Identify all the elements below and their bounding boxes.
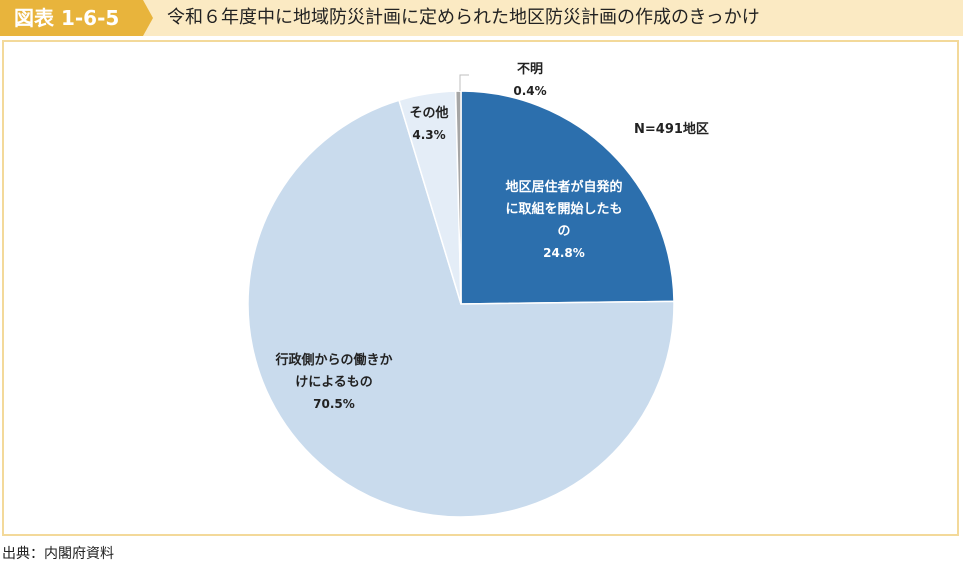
slice-label-self-initiated: に取組を開始したも — [505, 201, 622, 217]
figure-number: 図表 1-6-5 — [0, 0, 143, 36]
slice-label-self-initiated: 地区居住者が自発的 — [505, 179, 622, 195]
pie-slice-unknown — [454, 90, 462, 305]
figure-tag-notch — [143, 0, 153, 36]
slice-value-self-initiated: 24.8% — [543, 246, 585, 260]
chart-title: 令和６年度中に地域防災計画に定められた地区防災計画の作成のきっかけ — [167, 7, 760, 28]
pie-slice-government-prompted — [247, 99, 675, 518]
leader-line-unknown — [459, 74, 469, 91]
pie-slice-self-initiated — [460, 90, 675, 305]
slice-value-government-prompted: 70.5% — [313, 397, 355, 411]
slice-label-government-prompted: けによるもの — [295, 375, 373, 390]
slice-value-other: 4.3% — [412, 128, 445, 142]
source-note: 出典：内閣府資料 — [2, 546, 114, 562]
chart-frame: 地区居住者が自発的 に取組を開始したもの 24.8% 行政側からの働きか けによるもの 7… — [2, 40, 959, 536]
sample-size-note: N=491地区 — [634, 121, 709, 137]
slice-label-unknown: 不明 — [517, 62, 543, 77]
slice-label-other: その他 — [409, 105, 448, 121]
slice-value-unknown: 0.4% — [513, 84, 546, 98]
slice-label-government-prompted: 行政側からの働きか — [274, 352, 392, 368]
slice-label-self-initiated: の — [557, 224, 570, 239]
title-bar — [0, 0, 963, 36]
